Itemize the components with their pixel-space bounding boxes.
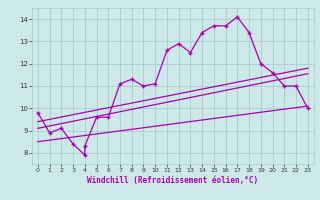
X-axis label: Windchill (Refroidissement éolien,°C): Windchill (Refroidissement éolien,°C): [87, 176, 258, 185]
